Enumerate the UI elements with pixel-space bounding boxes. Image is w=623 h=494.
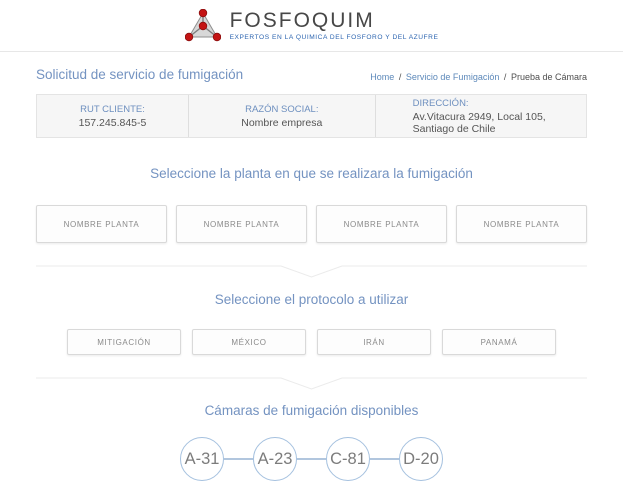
- chamber-connector: [224, 458, 253, 460]
- section-divider-chevron: [36, 377, 587, 390]
- molecule-icon: [184, 9, 221, 42]
- protocol-button-row: MITIGACIÓN MÉXICO IRÁN PANAMÁ: [36, 329, 587, 355]
- rut-value: 157.245.845-5: [78, 116, 147, 129]
- client-direccion-cell: DIRECCIÓN: Av.Vitacura 2949, Local 105, …: [374, 95, 586, 137]
- logo[interactable]: FOSFOQUIM EXPERTOS EN LA QUIMICA DEL FOS…: [184, 9, 439, 42]
- client-info-bar: RUT CLIENTE: 157.245.845-5 RAZÓN SOCIAL:…: [36, 94, 587, 138]
- section-divider-chevron: [36, 265, 587, 278]
- chamber-a23[interactable]: A-23: [253, 437, 297, 481]
- site-header: FOSFOQUIM EXPERTOS EN LA QUIMICA DEL FOS…: [0, 0, 623, 52]
- chamber-d20[interactable]: D-20: [399, 437, 443, 481]
- breadcrumb-home[interactable]: Home: [370, 72, 395, 82]
- plant-button-3[interactable]: NOMBRE PLANTA: [316, 205, 447, 243]
- breadcrumb: Home / Servicio de Fumigación / Prueba d…: [370, 72, 587, 82]
- page-title: Solicitud de servicio de fumigación: [36, 67, 244, 82]
- brand-name: FOSFOQUIM: [229, 9, 375, 32]
- plant-button-1[interactable]: NOMBRE PLANTA: [36, 205, 167, 243]
- protocol-button-mexico[interactable]: MÉXICO: [192, 329, 306, 355]
- breadcrumb-servicio-fumigacion[interactable]: Servicio de Fumigación: [405, 72, 500, 82]
- chambers-section-heading: Cámaras de fumigación disponibles: [204, 403, 419, 418]
- plant-button-4[interactable]: NOMBRE PLANTA: [456, 205, 587, 243]
- direccion-label: DIRECCIÓN:: [412, 97, 469, 109]
- client-razon-social-cell: RAZÓN SOCIAL: Nombre empresa: [187, 95, 375, 137]
- breadcrumb-separator: /: [503, 72, 507, 82]
- plant-button-row: NOMBRE PLANTA NOMBRE PLANTA NOMBRE PLANT…: [36, 205, 587, 243]
- client-rut-cell: RUT CLIENTE: 157.245.845-5: [37, 95, 188, 137]
- breadcrumb-separator: /: [398, 72, 402, 82]
- title-row: Solicitud de servicio de fumigación Home…: [36, 52, 587, 94]
- razon-social-value: Nombre empresa: [241, 116, 323, 129]
- protocol-button-iran[interactable]: IRÁN: [317, 329, 431, 355]
- chamber-c81[interactable]: C-81: [326, 437, 370, 481]
- plant-section-heading: Seleccione la planta en que se realizara…: [150, 166, 473, 181]
- protocol-button-mitigacion[interactable]: MITIGACIÓN: [67, 329, 181, 355]
- razon-social-label: RAZÓN SOCIAL:: [245, 103, 319, 115]
- breadcrumb-current: Prueba de Cámara: [510, 72, 587, 82]
- plant-button-2[interactable]: NOMBRE PLANTA: [176, 205, 307, 243]
- chambers-row: A-31 A-23 C-81 D-20: [36, 437, 587, 481]
- chamber-a31[interactable]: A-31: [180, 437, 224, 481]
- rut-label: RUT CLIENTE:: [80, 103, 145, 115]
- protocol-button-panama[interactable]: PANAMÁ: [442, 329, 556, 355]
- chamber-connector: [370, 458, 399, 460]
- direccion-value: Av.Vitacura 2949, Local 105, Santiago de…: [412, 110, 546, 135]
- chamber-connector: [297, 458, 326, 460]
- brand-tagline: EXPERTOS EN LA QUIMICA DEL FOSFORO Y DEL…: [229, 34, 439, 41]
- protocol-section-heading: Seleccione el protocolo a utilizar: [214, 292, 409, 307]
